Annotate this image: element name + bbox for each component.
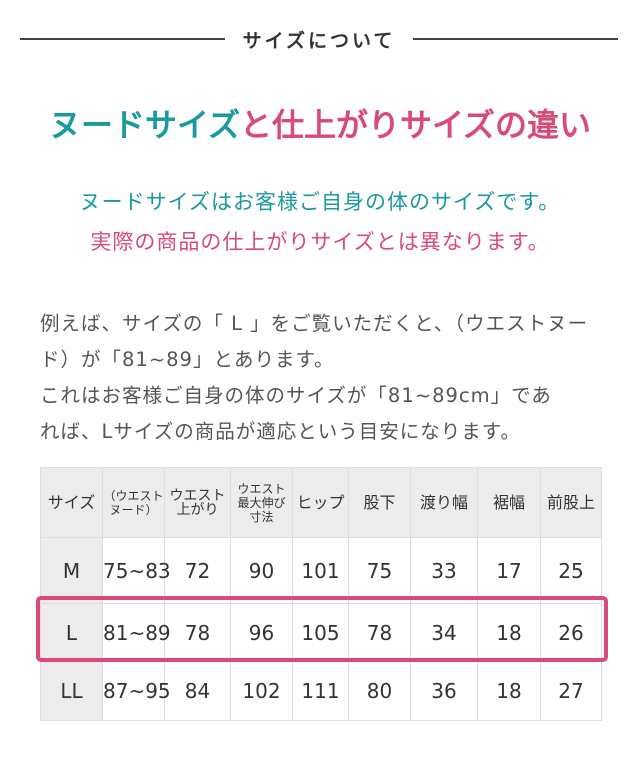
table-cell: 84 xyxy=(164,661,231,721)
table-cell: 81~89 xyxy=(102,603,171,662)
paragraph-line: ド）が「81~89」とあります。 xyxy=(40,348,335,371)
table-cell: 80 xyxy=(348,661,411,721)
subtitle-line2: 実際の商品の仕上がりサイズとは異なります。 xyxy=(90,230,550,254)
header-cell: ウエスト 最大伸び 寸法 xyxy=(230,467,293,538)
size-cell: LL xyxy=(40,661,103,721)
divider xyxy=(20,38,225,40)
divider xyxy=(413,38,618,40)
table-cell: 87~95 xyxy=(102,661,171,721)
table-cell: 27 xyxy=(540,661,602,721)
header-cell: （ウエスト ヌード） xyxy=(102,467,165,538)
table-cell: 17 xyxy=(477,537,541,604)
subtitle-line1: ヌードサイズはお客様ご自身の体のサイズです。 xyxy=(79,190,561,214)
section-header: サイズについて xyxy=(20,24,618,54)
paragraph-line: 例えば、サイズの「 L 」をご覧いただくと、（ウエストヌー xyxy=(40,312,589,335)
section-header-text: サイズについて xyxy=(242,29,396,52)
size-cell: M xyxy=(40,537,103,604)
paragraph-line: これはお客様ご自身の体のサイズが「81~89cm」であ xyxy=(40,384,552,407)
size-table: サイズ （ウエスト ヌード） ウエスト 上がり ウエスト 最大伸び 寸法 ヒップ… xyxy=(40,467,602,721)
header-cell: ヒップ xyxy=(292,467,349,538)
page-title: ヌードサイズと仕上がりサイズの違い xyxy=(0,100,640,146)
table-header-row: サイズ （ウエスト ヌード） ウエスト 上がり ウエスト 最大伸び 寸法 ヒップ… xyxy=(40,467,602,538)
table-cell: 101 xyxy=(292,537,349,604)
table-cell: 102 xyxy=(230,661,293,721)
header-cell: 股下 xyxy=(348,467,411,538)
explanation-paragraph: 例えば、サイズの「 L 」をご覧いただくと、（ウエストヌー ド）が「81~89」… xyxy=(40,306,610,450)
header-cell: ウエスト 上がり xyxy=(164,467,231,538)
paragraph-line: れば、Lサイズの商品が適応という目安になります。 xyxy=(40,420,521,443)
table-cell: 36 xyxy=(410,661,478,721)
header-cell: 渡り幅 xyxy=(410,467,478,538)
header-cell: 前股上 xyxy=(540,467,602,538)
table-row-highlighted: L 81~89 78 96 105 78 34 18 26 xyxy=(40,603,602,662)
title-part1: ヌードサイズ xyxy=(48,106,240,144)
highlight-frame xyxy=(36,596,608,662)
table-row: M 75~83 72 90 101 75 33 17 25 xyxy=(40,537,602,604)
header-cell: サイズ xyxy=(40,467,103,538)
table-cell: 18 xyxy=(477,661,541,721)
table-cell: 75~83 xyxy=(102,537,171,604)
header-cell: 裾幅 xyxy=(477,467,541,538)
table-cell: 33 xyxy=(410,537,478,604)
table-cell: 111 xyxy=(292,661,349,721)
size-cell: L xyxy=(40,603,103,662)
table-cell: 72 xyxy=(164,537,231,604)
table-cell: 78 xyxy=(164,603,231,662)
table-cell: 75 xyxy=(348,537,411,604)
table-row: LL 87~95 84 102 111 80 36 18 27 xyxy=(40,661,602,721)
table-cell: 90 xyxy=(230,537,293,604)
table-cell: 25 xyxy=(540,537,602,604)
title-part2: と仕上がりサイズの違い xyxy=(240,106,592,144)
